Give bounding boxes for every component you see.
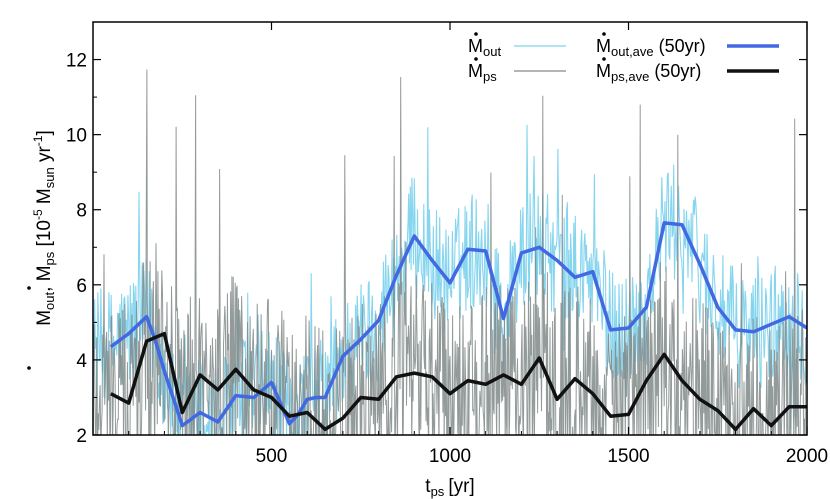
mout-ave-line bbox=[109, 221, 807, 428]
x-axis-label: tps [yr] bbox=[425, 476, 474, 499]
y-label-dot-2 bbox=[27, 286, 31, 290]
legend-dot-ps bbox=[474, 57, 478, 61]
x-tick-label: 1500 bbox=[607, 446, 649, 467]
x-tick-label: 1000 bbox=[429, 446, 471, 467]
y-label-dot-1 bbox=[27, 366, 31, 370]
x-tick-label: 2000 bbox=[786, 446, 828, 467]
mps-ave-line bbox=[109, 331, 807, 432]
y-tick-label: 4 bbox=[76, 351, 87, 372]
legend-label-out: Mout bbox=[468, 36, 501, 59]
mps-raw-line bbox=[93, 69, 807, 435]
average-series-layer bbox=[109, 221, 807, 432]
x-tick-label: 500 bbox=[256, 446, 288, 467]
legend-label-ps-ave: Mps,ave (50yr) bbox=[596, 61, 701, 84]
y-tick-label: 6 bbox=[76, 276, 87, 297]
y-tick-label: 12 bbox=[66, 51, 87, 72]
legend-label-out-ave: Mout,ave (50yr) bbox=[596, 36, 706, 59]
legend-label-ps: Mps bbox=[468, 61, 497, 84]
legend-dot-out bbox=[474, 32, 478, 36]
y-tick-label: 10 bbox=[66, 126, 87, 147]
legend-dot-out-ave bbox=[602, 32, 606, 36]
axis-ticks: 500 1000 1500 2000 2 4 6 8 10 12 bbox=[66, 22, 828, 467]
legend-dot-ps-ave bbox=[602, 57, 606, 61]
y-tick-label: 2 bbox=[76, 426, 87, 447]
y-tick-label: 8 bbox=[76, 201, 87, 222]
